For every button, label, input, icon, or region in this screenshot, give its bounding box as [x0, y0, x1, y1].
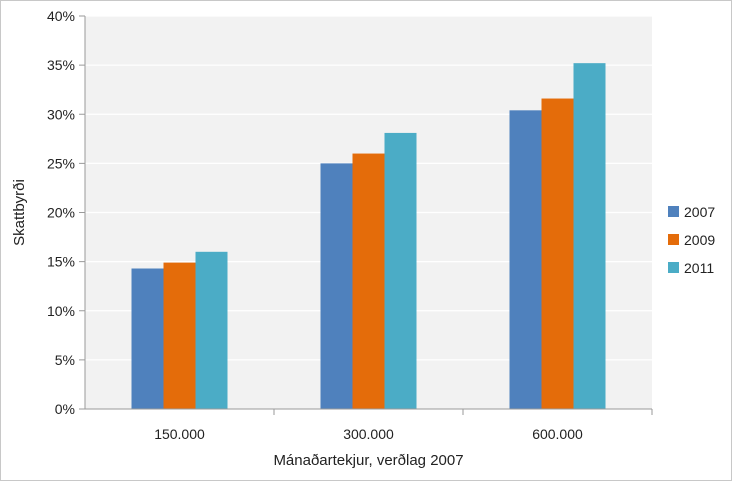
bar-2009-0	[163, 262, 196, 409]
y-tick-label: 15%	[47, 254, 75, 270]
y-tick-labels: 0% 5% 10% 15% 20% 25% 30% 35% 40%	[47, 8, 75, 417]
legend-label-2011: 2011	[684, 260, 714, 276]
y-tick-label: 0%	[55, 401, 75, 417]
axes	[84, 16, 653, 415]
bar-2007-1	[320, 163, 353, 409]
y-tick-label: 30%	[47, 106, 75, 122]
legend-swatch-2009	[668, 234, 679, 245]
x-tick-labels: 150.000 300.000 600.000	[154, 426, 583, 442]
legend-label-2007: 2007	[684, 204, 715, 220]
legend: 2007 2009 2011	[668, 204, 715, 276]
y-tick-label: 5%	[55, 352, 75, 368]
y-tick-label: 10%	[47, 303, 75, 319]
legend-swatch-2007	[668, 206, 679, 217]
x-tick-label: 600.000	[532, 426, 583, 442]
y-tick-label: 35%	[47, 57, 75, 73]
bar-2011-1	[384, 132, 417, 410]
x-tick-label: 150.000	[154, 426, 205, 442]
legend-swatch-2011	[668, 262, 679, 273]
bar-2009-1	[352, 153, 385, 409]
bar-2011-0	[195, 251, 228, 409]
bar-2009-2	[541, 98, 574, 409]
legend-label-2009: 2009	[684, 232, 715, 248]
bar-2011-2	[573, 63, 606, 409]
bar-2007-0	[131, 268, 164, 409]
bars	[131, 63, 606, 410]
x-tick-label: 300.000	[343, 426, 394, 442]
y-tick-label: 25%	[47, 155, 75, 171]
x-axis-title: Mánaðartekjur, verðlag 2007	[273, 452, 463, 469]
y-tick-label: 40%	[47, 8, 75, 24]
y-axis-title: Skattbyrði	[11, 179, 28, 246]
bar-2007-2	[509, 110, 542, 409]
y-tick-label: 20%	[47, 205, 75, 221]
